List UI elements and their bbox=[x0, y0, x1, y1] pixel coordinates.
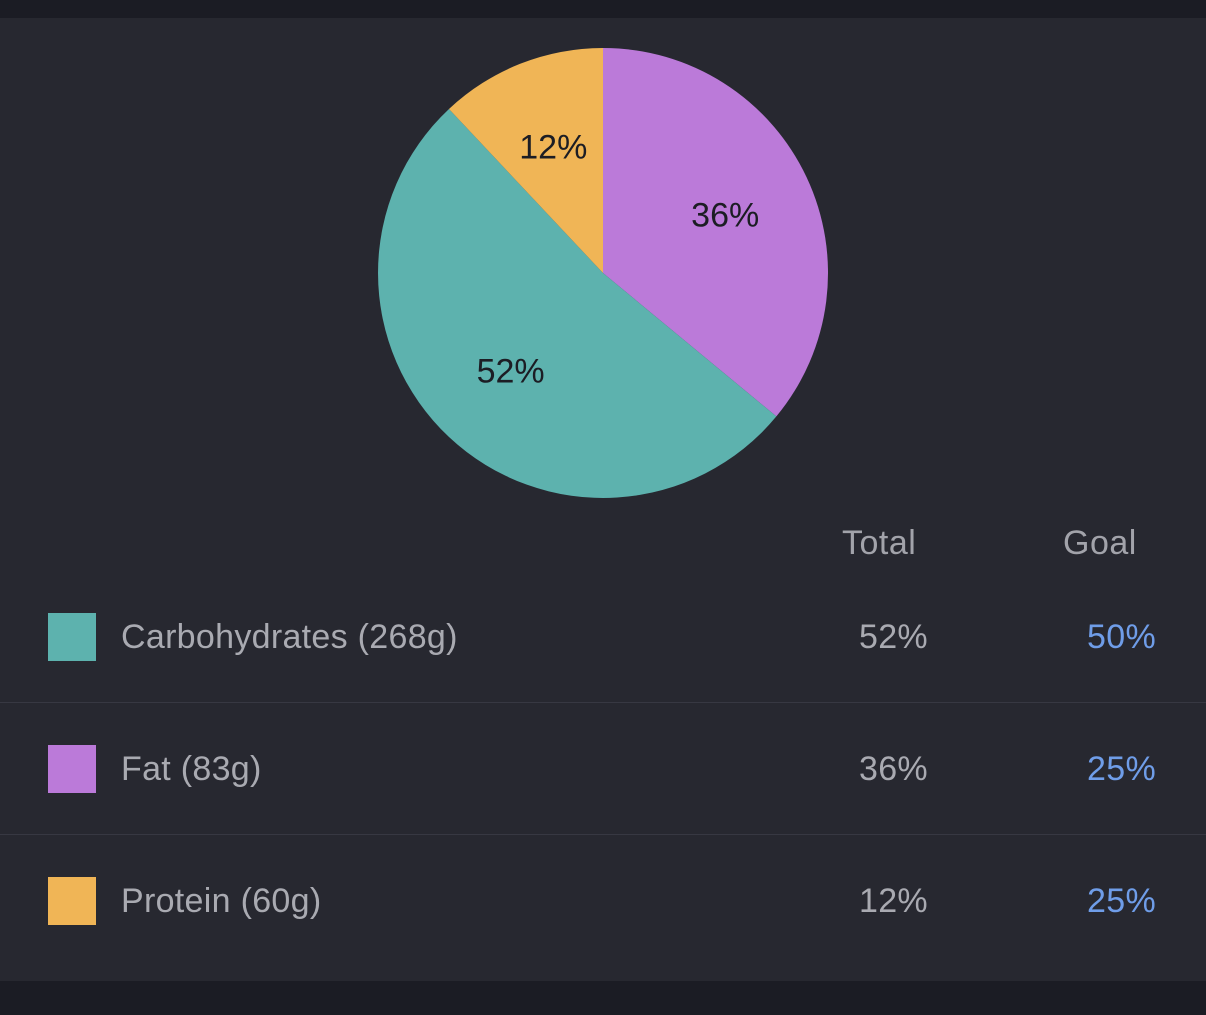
macro-label: Fat (83g) bbox=[121, 750, 262, 788]
macro-total-percent: 36% bbox=[859, 750, 928, 788]
pie-slice-1 bbox=[378, 108, 777, 498]
macro-goal-percent[interactable]: 25% bbox=[1087, 882, 1156, 920]
column-header-goal: Goal bbox=[1063, 524, 1137, 562]
column-header-total: Total bbox=[842, 524, 917, 562]
pie-slice-0 bbox=[603, 48, 829, 417]
row-divider bbox=[0, 702, 1206, 703]
pie-slice-label-2: 12% bbox=[519, 129, 587, 167]
fat-color-swatch bbox=[48, 745, 96, 793]
macro-row-protein[interactable]: Protein (60g) 12% 25% bbox=[0, 835, 1206, 967]
pie-slice-label-1: 52% bbox=[477, 352, 545, 390]
macro-total-percent: 52% bbox=[859, 618, 928, 656]
protein-color-swatch bbox=[48, 877, 96, 925]
macro-label: Carbohydrates (268g) bbox=[121, 618, 458, 656]
macro-goal-percent[interactable]: 25% bbox=[1087, 750, 1156, 788]
macro-goal-percent[interactable]: 50% bbox=[1087, 618, 1156, 656]
row-divider bbox=[0, 834, 1206, 835]
top-frame-strip bbox=[0, 0, 1206, 18]
bottom-frame-strip bbox=[0, 981, 1206, 1015]
macro-label: Protein (60g) bbox=[121, 882, 322, 920]
macro-total-percent: 12% bbox=[859, 882, 928, 920]
pie-slice-label-0: 36% bbox=[691, 197, 759, 235]
pie-slice-2 bbox=[448, 48, 603, 273]
macro-row-fat[interactable]: Fat (83g) 36% 25% bbox=[0, 703, 1206, 835]
macronutrient-pie-chart: 36% 52% 12% bbox=[378, 48, 829, 498]
macro-row-carbohydrates[interactable]: Carbohydrates (268g) 52% 50% bbox=[0, 571, 1206, 703]
carbohydrates-color-swatch bbox=[48, 613, 96, 661]
